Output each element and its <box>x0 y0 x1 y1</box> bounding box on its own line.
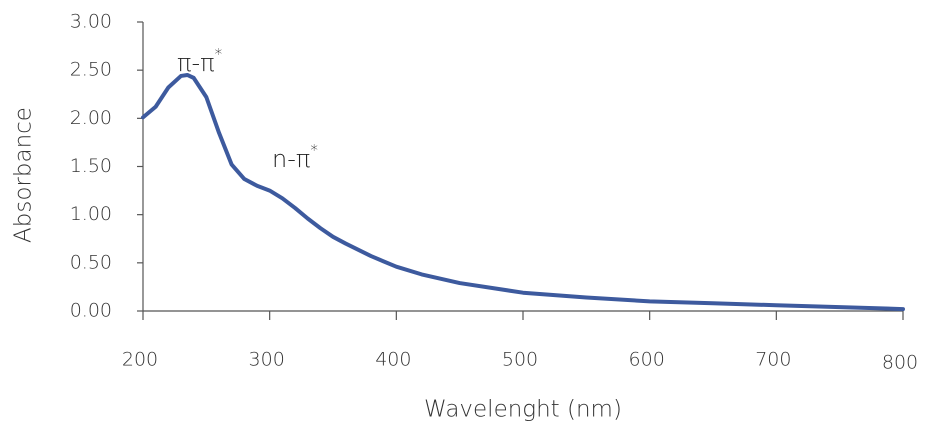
y-tick-label: 2.50 <box>70 59 112 81</box>
chart: Wavelenght (nm) Absorbance 0.00 0.50 1.00 1… <box>0 0 925 429</box>
x-tick-label: 700 <box>755 349 791 371</box>
annotation-main: n-π <box>272 145 310 173</box>
x-axis-label: Wavelenght (nm) <box>424 397 622 423</box>
y-axis-label: Absorbance <box>11 107 37 243</box>
y-tick-label: 1.50 <box>70 155 112 177</box>
annotation-main: π-π <box>177 49 215 77</box>
x-tick-label: 200 <box>122 349 158 371</box>
annotation: π-π* <box>177 45 222 78</box>
y-tick-label: 0.50 <box>70 251 112 273</box>
y-tick-label: 1.00 <box>70 203 112 225</box>
y-tick-label: 3.00 <box>70 11 112 33</box>
x-tick-label: 800 <box>882 352 918 374</box>
y-tick-label: 0.00 <box>70 300 112 322</box>
annotation: n-π* <box>272 141 318 174</box>
annotation-sup: * <box>215 45 223 63</box>
x-tick-label: 500 <box>502 349 538 371</box>
x-tick-label: 300 <box>249 349 285 371</box>
annotation-sup: * <box>310 141 318 159</box>
spectrum-line <box>143 75 903 309</box>
x-tick-label: 600 <box>629 349 665 371</box>
y-tick-label: 2.00 <box>70 107 112 129</box>
x-tick-label: 400 <box>375 349 411 371</box>
